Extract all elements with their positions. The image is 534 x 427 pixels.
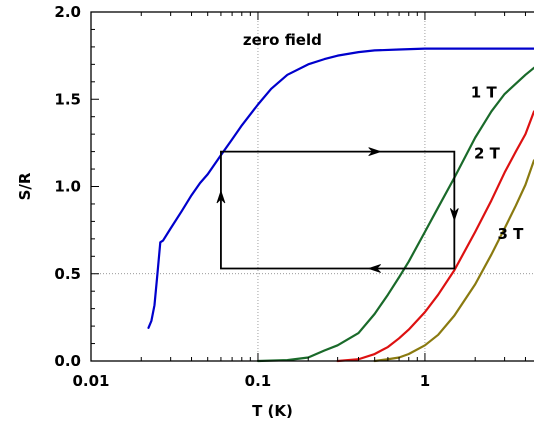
cycle-layer bbox=[216, 147, 459, 273]
cycle-arrow bbox=[449, 208, 459, 222]
y-axis-title: S/R bbox=[16, 172, 34, 200]
x-tick-label: 1 bbox=[420, 372, 430, 390]
series-label: 1 T bbox=[471, 84, 498, 102]
series-label: zero field bbox=[243, 31, 322, 49]
annotations: zero field 1 T 2 T 3 T bbox=[243, 31, 524, 243]
x-tick-label: 0.01 bbox=[72, 372, 109, 390]
y-tick-label: 1.0 bbox=[54, 178, 81, 196]
series-label: 3 T bbox=[497, 225, 524, 243]
y-tick-label: 1.5 bbox=[54, 90, 81, 108]
series-line bbox=[147, 47, 534, 329]
series-label: 2 T bbox=[474, 145, 501, 163]
ticks bbox=[90, 11, 526, 362]
series-line bbox=[336, 110, 534, 363]
tick-labels: 0.01 0.1 1 0.0 0.5 1.0 1.5 2.0 bbox=[54, 3, 430, 390]
y-tick-label: 0.5 bbox=[54, 265, 81, 283]
x-axis-title: T (K) bbox=[252, 402, 293, 420]
y-tick-label: 2.0 bbox=[54, 3, 81, 21]
y-tick-label: 0.0 bbox=[54, 352, 81, 370]
cycle-arrow bbox=[368, 147, 382, 156]
plot-area bbox=[91, 12, 534, 361]
cycle-arrow bbox=[216, 189, 226, 204]
cycle-arrow bbox=[367, 264, 381, 273]
x-tick-label: 0.1 bbox=[245, 372, 272, 390]
grid-lines bbox=[91, 12, 534, 361]
